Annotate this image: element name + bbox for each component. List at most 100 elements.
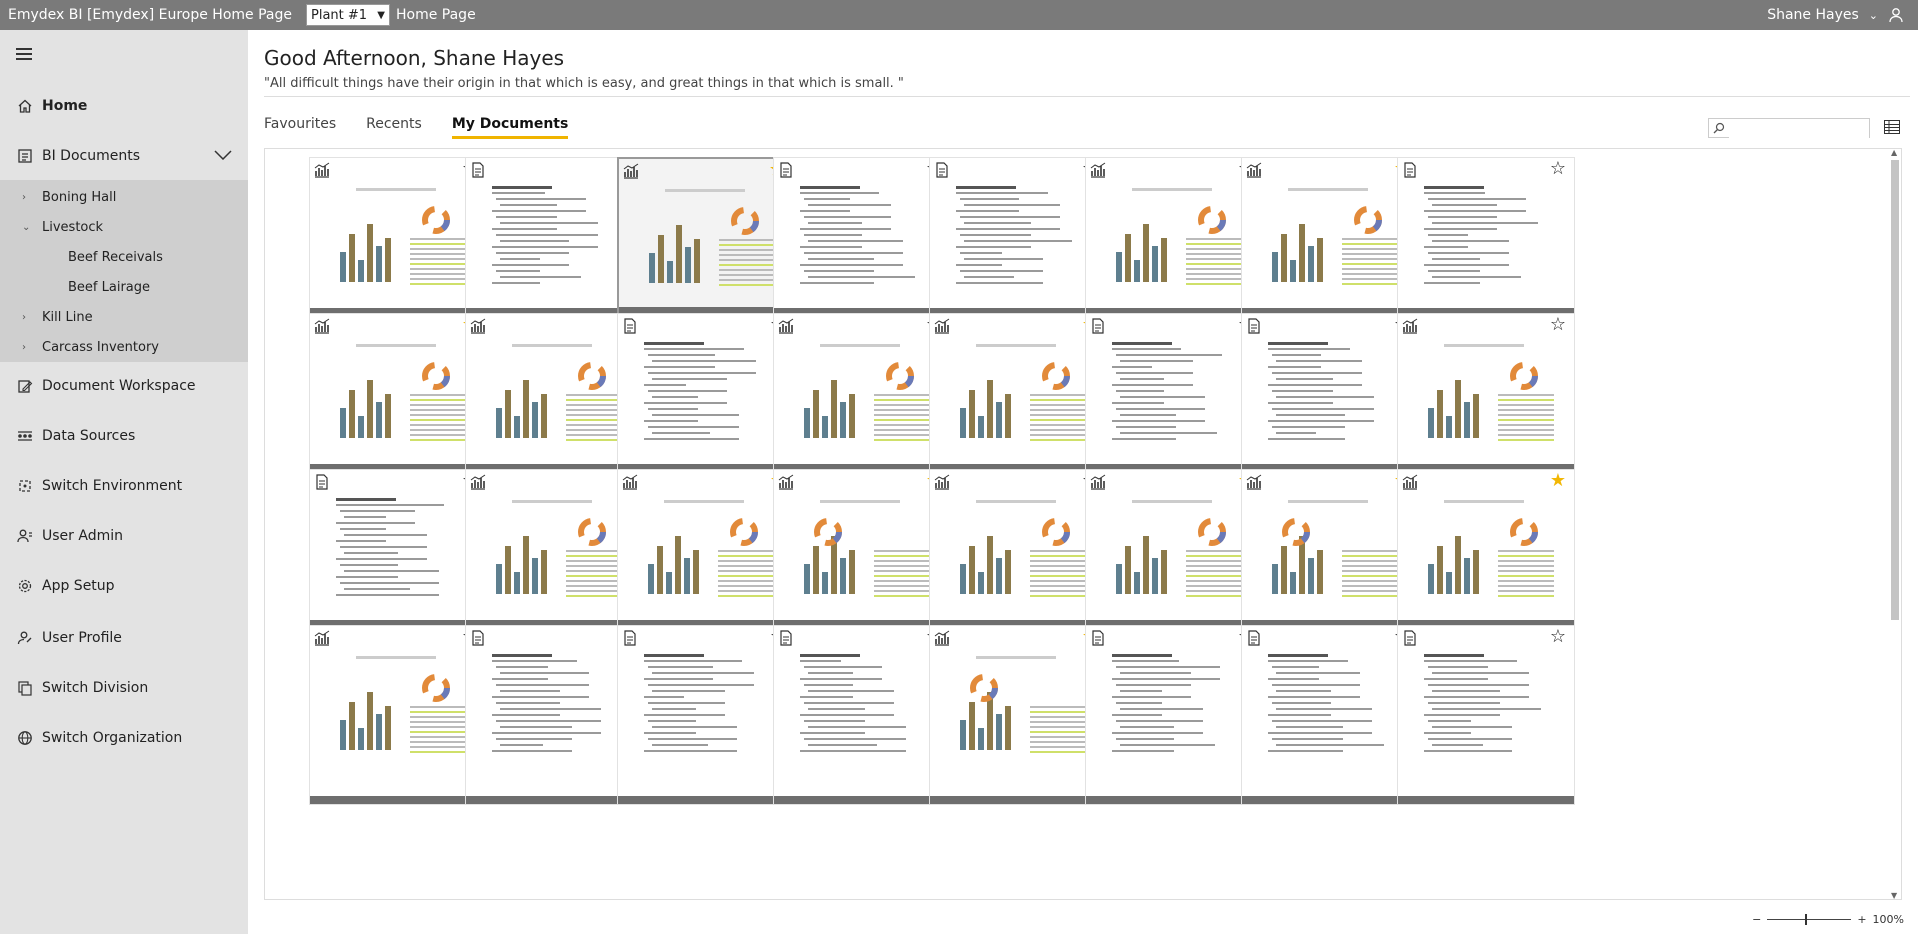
scroll-up-icon[interactable]: ▲ — [1891, 148, 1898, 157]
sidebar-item-switch-environment[interactable]: Switch Environment — [0, 466, 248, 506]
grid-scrollbar[interactable]: ▲ ▼ — [1888, 148, 1902, 900]
tab-favourites[interactable]: Favourites — [264, 116, 337, 132]
tree-item-kill-line[interactable]: › Kill Line — [22, 310, 93, 325]
document-card[interactable]: ☆ — [1085, 625, 1263, 805]
tree-item-livestock[interactable]: ⌄ Livestock — [22, 220, 103, 235]
document-card[interactable]: ☆Beef Report — [929, 157, 1107, 337]
document-thumbnail — [1258, 494, 1404, 606]
chevron-right-icon: › — [22, 342, 26, 353]
document-card[interactable]: ★CheckerWeight Monitor — [1397, 469, 1575, 649]
document-card[interactable]: ☆ — [309, 625, 487, 805]
zoom-slider[interactable] — [1767, 914, 1852, 925]
report-document-icon — [778, 630, 794, 646]
list-view-icon[interactable] — [1884, 120, 1900, 134]
chevron-down-icon[interactable] — [214, 148, 232, 164]
document-thumbnail — [326, 338, 472, 450]
dashboard-chart-icon — [934, 318, 950, 334]
document-card[interactable]: ☆ — [1397, 625, 1575, 805]
document-card[interactable]: ☆Carcass Data Entry Form — [617, 313, 795, 493]
zoom-out-button[interactable]: − — [1752, 913, 1762, 926]
report-document-icon — [1246, 318, 1262, 334]
favourite-star-icon[interactable]: ☆ — [1549, 314, 1566, 335]
document-card-label — [774, 796, 950, 804]
sidebar-item-switch-organization[interactable]: Switch Organization — [0, 718, 248, 758]
document-thumbnail — [326, 494, 472, 606]
tree-item-beef-receivals[interactable]: Beef Receivals — [68, 250, 163, 265]
document-card[interactable]: ☆Daily Intake Comparison — [1397, 313, 1575, 493]
favourite-star-icon[interactable]: ☆ — [1549, 158, 1566, 179]
tree-item-beef-lairage[interactable]: Beef Lairage — [68, 280, 150, 295]
document-card[interactable]: ☆HelpDesk (Monitor) — [309, 157, 487, 337]
dashboard-chart-icon — [470, 318, 486, 334]
document-card[interactable]: ★Detained Animals — [773, 469, 951, 649]
chevron-down-icon: ▼ — [377, 9, 385, 21]
document-thumbnail — [482, 650, 628, 762]
document-card[interactable]: ☆Angus Report — [773, 157, 951, 337]
dashboard-chart-icon — [1090, 474, 1106, 490]
dashboard-chart-icon — [1402, 318, 1418, 334]
sidebar-item-app-setup[interactable]: App Setup — [0, 566, 248, 606]
search-box — [1708, 118, 1870, 139]
scrollbar-thumb[interactable] — [1891, 160, 1899, 620]
tree-item-boning-hall[interactable]: › Boning Hall — [22, 190, 116, 205]
sidebar-item-bi-documents[interactable]: BI Documents — [0, 136, 248, 176]
document-card[interactable]: ★CheckerWeight Data Analysis — [309, 313, 487, 493]
zoom-in-button[interactable]: + — [1857, 913, 1867, 926]
sidebar-item-label: Switch Division — [42, 680, 149, 696]
report-document-icon — [1402, 630, 1418, 646]
document-card[interactable]: ☆CheckerWeight Monitor — [1085, 313, 1263, 493]
report-document-icon — [470, 162, 486, 178]
bi-documents-tree: › Boning Hall ⌄ Livestock Beef Receivals… — [0, 180, 248, 362]
document-card-label — [618, 796, 794, 804]
document-card[interactable]: ☆Defect Locations — [309, 469, 487, 649]
chevron-down-icon: ⌄ — [22, 222, 31, 233]
document-card[interactable]: ★CheckerWeight Monitor — [929, 313, 1107, 493]
sidebar-item-data-sources[interactable]: Data Sources — [0, 416, 248, 456]
favourite-star-icon[interactable]: ★ — [1549, 470, 1566, 491]
document-card[interactable]: ☆Condemn Report — [1241, 313, 1419, 493]
tree-item-carcass-inventory[interactable]: › Carcass Inventory — [22, 340, 159, 355]
document-card[interactable]: ☆ — [773, 625, 951, 805]
document-card-label — [1086, 796, 1262, 804]
document-card[interactable]: ★Non Conformance — [1241, 157, 1419, 337]
document-card[interactable]: ★Vuzion Billing — [617, 157, 795, 337]
report-document-icon — [470, 630, 486, 646]
zoom-slider-knob[interactable] — [1805, 914, 1808, 925]
document-card-label — [466, 796, 642, 804]
document-card[interactable]: ☆ — [1241, 625, 1419, 805]
switch-division-icon — [16, 679, 34, 697]
document-card[interactable]: ☆Actions & Missed Workflows — [773, 313, 951, 493]
document-card[interactable]: ★CheckerWeight Data Analysis — [1241, 469, 1419, 649]
document-card[interactable]: ☆Actions & Missed Workflows — [1085, 157, 1263, 337]
tab-my-documents[interactable]: My Documents — [451, 116, 569, 139]
sidebar-item-user-profile[interactable]: User Profile — [0, 618, 248, 658]
document-thumbnail — [1258, 338, 1404, 450]
tab-recents[interactable]: Recents — [366, 116, 422, 132]
document-card[interactable]: ☆Beef Kill Sheet — [1397, 157, 1575, 337]
sidebar-item-user-admin[interactable]: User Admin — [0, 516, 248, 556]
document-edit-icon — [16, 377, 34, 395]
document-card[interactable]: ★ — [929, 625, 1107, 805]
document-thumbnail — [790, 650, 936, 762]
user-menu[interactable]: Shane Hayes ⌄ — [1767, 0, 1904, 30]
app-title: Emydex BI [Emydex] Europe Home Page — [8, 7, 292, 23]
sidebar-item-document-workspace[interactable]: Document Workspace — [0, 366, 248, 406]
document-card[interactable]: ★CheckerWeight Monitor — [617, 469, 795, 649]
search-input[interactable] — [1729, 121, 1869, 139]
tree-item-label: Beef Receivals — [68, 250, 163, 265]
document-thumbnail — [946, 494, 1092, 606]
document-card[interactable]: ☆ — [617, 625, 795, 805]
favourite-star-icon[interactable]: ☆ — [1549, 626, 1566, 647]
page-label: Home Page — [396, 7, 476, 23]
sidebar-item-label: Switch Environment — [42, 478, 183, 494]
document-thumbnail — [1102, 182, 1248, 294]
sidebar-item-home[interactable]: Home — [0, 86, 248, 126]
hamburger-menu-icon[interactable] — [16, 48, 32, 60]
scroll-down-icon[interactable]: ▼ — [1891, 891, 1898, 900]
report-document-icon — [622, 630, 638, 646]
document-card[interactable]: ★Non Conformance — [1085, 469, 1263, 649]
plant-select[interactable]: Plant #1 ▼ — [306, 4, 390, 26]
document-card[interactable]: ☆ — [465, 625, 643, 805]
document-card[interactable]: ☆CheckerWeight Monitor — [929, 469, 1107, 649]
sidebar-item-switch-division[interactable]: Switch Division — [0, 668, 248, 708]
